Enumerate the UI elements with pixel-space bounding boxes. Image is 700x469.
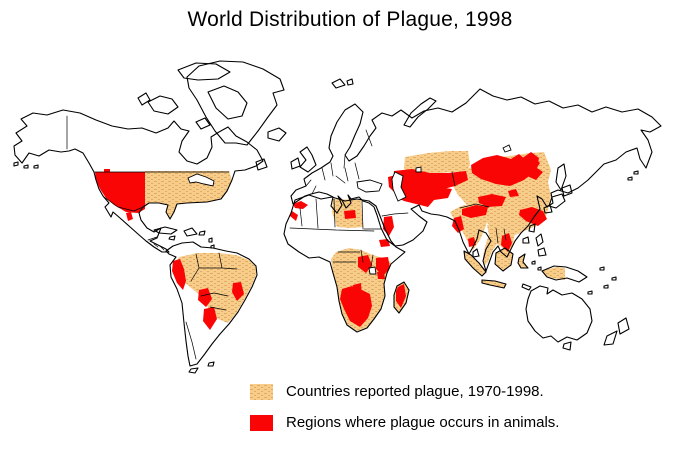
focus-peru-coast — [172, 259, 186, 290]
tan-swatch-icon — [250, 383, 273, 400]
focus-south-china — [519, 207, 547, 226]
focus-southern-africa — [340, 286, 372, 327]
region-southeast-asia — [483, 222, 515, 266]
lake-baikal — [502, 144, 512, 153]
focus-tibet — [478, 194, 506, 207]
focus-gansu — [508, 189, 519, 197]
legend-item-countries-reported: Countries reported plague, 1970-1998. — [250, 383, 544, 400]
country-borders — [66, 115, 507, 360]
focus-yemen — [379, 239, 390, 247]
focus-north-argentina — [203, 307, 217, 330]
focus-tien-shan — [424, 187, 452, 200]
great-lakes — [187, 173, 215, 187]
focus-west-india — [452, 216, 464, 233]
lakes — [187, 144, 512, 275]
focus-morocco — [290, 201, 308, 221]
region-west-new-guinea — [542, 267, 565, 280]
aral-sea — [415, 166, 422, 173]
lake-victoria — [368, 266, 377, 275]
focus-bolivia — [198, 288, 212, 307]
page-title: World Distribution of Plague, 1998 — [187, 8, 513, 31]
black-sea — [356, 179, 383, 193]
focus-madagascar — [396, 284, 406, 308]
focus-libya — [344, 210, 356, 219]
focus-kenya-tanzania — [376, 257, 390, 279]
red-swatch-icon — [250, 414, 273, 431]
legend-item-animal-regions: Regions where plague occurs in animals. — [250, 414, 559, 431]
legend-label-countries-reported: Countries reported plague, 1970-1998. — [286, 383, 544, 400]
red-regions-plague-in-animals — [95, 152, 547, 330]
focus-western-usa — [95, 169, 145, 213]
legend-label-animal-regions: Regions where plague occurs in animals. — [286, 414, 560, 431]
focus-north-mexico — [126, 212, 133, 221]
focus-east-brazil — [232, 282, 244, 301]
caspian-sea — [391, 171, 407, 202]
focus-kazakh-steppe — [393, 169, 468, 193]
focus-uganda — [358, 255, 372, 273]
focus-northeast-china — [521, 152, 543, 180]
focus-himalaya — [462, 205, 488, 218]
focus-vietnam — [501, 233, 512, 252]
region-south-america — [175, 253, 256, 323]
